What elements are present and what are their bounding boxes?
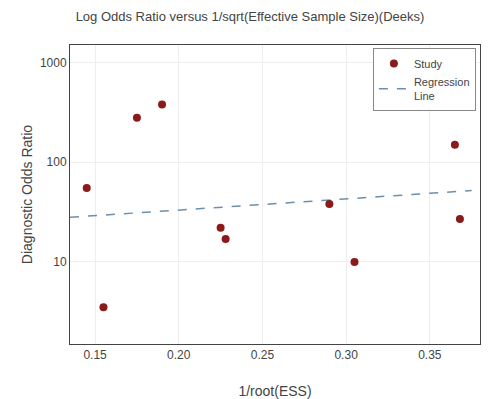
svg-text:100: 100 (47, 155, 67, 169)
svg-text:0.20: 0.20 (167, 348, 191, 362)
svg-text:0.25: 0.25 (251, 348, 275, 362)
svg-text:0.30: 0.30 (334, 348, 358, 362)
svg-text:0.35: 0.35 (418, 348, 442, 362)
svg-text:0.15: 0.15 (83, 348, 107, 362)
svg-text:Diagnostic Odds Ratio: Diagnostic Odds Ratio (19, 125, 35, 265)
svg-text:1000: 1000 (40, 56, 67, 70)
svg-text:Study: Study (414, 58, 443, 70)
svg-text:RegressionLine: RegressionLine (414, 76, 470, 102)
svg-text:1/root(ESS): 1/root(ESS) (238, 383, 311, 399)
svg-text:Log Odds Ratio versus 1/sqrt(E: Log Odds Ratio versus 1/sqrt(Effective S… (76, 9, 425, 24)
svg-text:10: 10 (53, 255, 67, 269)
